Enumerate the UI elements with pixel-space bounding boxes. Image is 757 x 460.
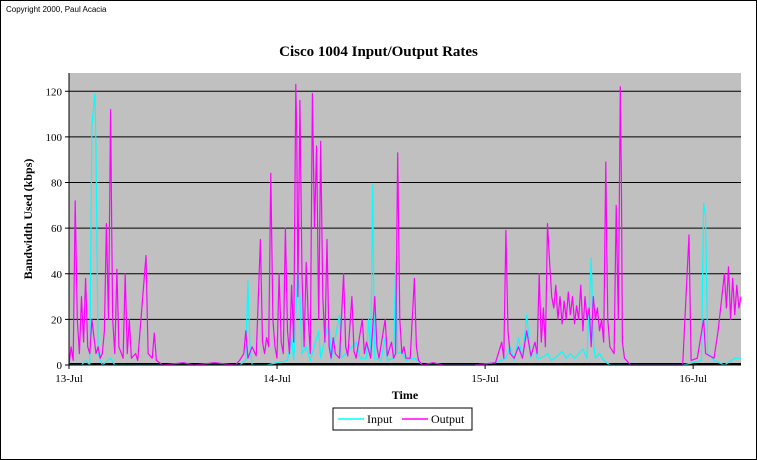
- x-tick-label: 16-Jul: [679, 373, 707, 385]
- series-line-output: [68, 83, 742, 366]
- x-tick-label: 13-Jul: [55, 373, 83, 385]
- y-tick-label: 100: [46, 132, 63, 144]
- y-tick-label: 20: [51, 314, 63, 326]
- chart-title: Cisco 1004 Input/Output Rates: [279, 44, 478, 60]
- x-tick-label: 14-Jul: [263, 373, 291, 385]
- y-tick-label: 60: [51, 223, 63, 235]
- y-tick-label: 40: [51, 269, 63, 281]
- y-tick-label: 120: [46, 86, 63, 98]
- x-axis-label: Time: [392, 388, 419, 402]
- x-tick-labels: 13-Jul 14-Jul 15-Jul 16-Jul: [55, 365, 707, 385]
- legend-input-label: Input: [367, 412, 393, 426]
- copyright-text: Copyright 2000, Paul Acacia: [6, 5, 107, 14]
- legend-output-label: Output: [431, 412, 465, 426]
- y-tick-label: 80: [51, 178, 63, 190]
- y-tick-labels: 0 20 40 60 80 100 120: [46, 86, 69, 372]
- y-tick-label: 0: [57, 360, 63, 372]
- gridlines: [69, 90, 741, 320]
- x-tick-label: 15-Jul: [471, 373, 499, 385]
- plot-area: [69, 73, 741, 365]
- y-axis-label: Bandwidth Used (kbps): [21, 159, 35, 280]
- legend: Input Output: [332, 407, 473, 431]
